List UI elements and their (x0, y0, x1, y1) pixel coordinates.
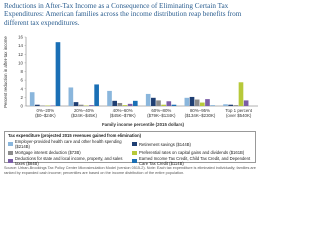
bar (89, 105, 94, 106)
x-tick-sublabel: ($45K–$79K) (110, 113, 136, 118)
x-tick-label: 0%–20% (37, 108, 55, 113)
bar (122, 105, 128, 106)
x-tick-sublabel: ($0–$24K) (35, 113, 56, 118)
x-tick-label: 40%–60% (113, 108, 133, 113)
legend-items: Employer-provided health care and other … (8, 139, 252, 166)
y-tick-label: 10 (18, 60, 23, 65)
y-tick-label: 6 (21, 78, 24, 83)
legend-item: Mortgage interest deduction ($73B) (8, 150, 128, 155)
legend-title: Tax expenditure (projected 2015 revenues… (8, 133, 142, 138)
bar (228, 104, 233, 106)
y-tick-label: 14 (18, 43, 23, 48)
bar (117, 102, 123, 106)
y-tick-label: 16 (18, 35, 23, 40)
legend-item: Employer-provided health care and other … (8, 139, 128, 149)
bar (132, 100, 138, 106)
bar (189, 96, 195, 106)
y-tick-label: 0 (21, 104, 24, 109)
legend-item: Earned Income Tax Credit, Child Tax Cred… (132, 156, 252, 166)
legend-label: Employer-provided health care and other … (15, 139, 122, 149)
legend-swatch (8, 142, 13, 146)
bar (112, 100, 117, 106)
bar (127, 103, 133, 106)
legend-label: Deductions for state and local income, p… (15, 156, 123, 166)
bar (94, 84, 99, 106)
legend-label: Preferential rates on capital gains and … (139, 150, 245, 155)
bar (205, 99, 210, 106)
bar (233, 105, 239, 106)
x-tick-sublabel: ($24K–$45K) (71, 113, 97, 118)
source-note: Source: Urban-Brookings Tax Policy Cente… (4, 166, 256, 175)
legend-swatch (132, 150, 137, 155)
bar (171, 104, 177, 106)
y-tick-label: 2 (21, 95, 24, 100)
x-tick-label: 20%–40% (74, 108, 94, 113)
bar (166, 101, 172, 106)
legend: Tax expenditure (projected 2015 revenues… (4, 131, 256, 166)
legend-label: Earned Income Tax Credit, Child Tax Cred… (139, 156, 251, 166)
bar (243, 100, 249, 106)
x-tick-sublabel: (over $540K) (226, 113, 252, 118)
legend-swatch (8, 150, 13, 155)
legend-item: Preferential rates on capital gains and … (132, 150, 252, 155)
legend-swatch (132, 159, 137, 163)
bar (29, 92, 35, 106)
x-tick-sublabel: ($79K–$134K) (147, 113, 176, 118)
y-axis-label: Percent reduction in after-tax income (3, 36, 8, 108)
x-tick-label: Top 1 percent (225, 108, 252, 113)
legend-label: Retirement savings ($144B) (139, 141, 191, 147)
bar (156, 100, 161, 106)
bar (35, 104, 40, 106)
chart: Percent reduction in after-tax income Fa… (3, 35, 258, 127)
bar (78, 104, 84, 106)
bar (238, 82, 244, 106)
chart-title: Reductions in After-Tax Income as a Cons… (4, 2, 242, 27)
legend-swatch (132, 142, 137, 146)
legend-item: Deductions for state and local income, p… (8, 156, 128, 166)
legend-label: Mortgage interest deduction ($73B) (15, 150, 81, 155)
y-tick-label: 8 (21, 69, 24, 74)
legend-swatch (8, 159, 13, 163)
legend-item: Retirement savings ($144B) (132, 139, 252, 149)
y-tick-label: 12 (18, 52, 23, 57)
x-axis-label: Family income percentile (2015 dollars) (102, 122, 185, 127)
y-tick-label: 4 (21, 86, 24, 91)
page: Reductions in After-Tax Income as a Cons… (3, 2, 258, 175)
x-tick-label: 60%–80% (151, 108, 171, 113)
bar (107, 90, 112, 106)
bar (200, 102, 205, 106)
bar (151, 97, 156, 106)
bar (184, 97, 190, 106)
bar (161, 104, 166, 106)
bar (68, 87, 74, 106)
bar (73, 102, 79, 106)
bar (145, 93, 151, 106)
x-tick-label: 80%–95% (190, 108, 210, 113)
bar (223, 104, 228, 106)
bar (194, 99, 200, 106)
x-tick-sublabel: ($134K–$230K) (185, 113, 216, 118)
bar (55, 42, 61, 106)
